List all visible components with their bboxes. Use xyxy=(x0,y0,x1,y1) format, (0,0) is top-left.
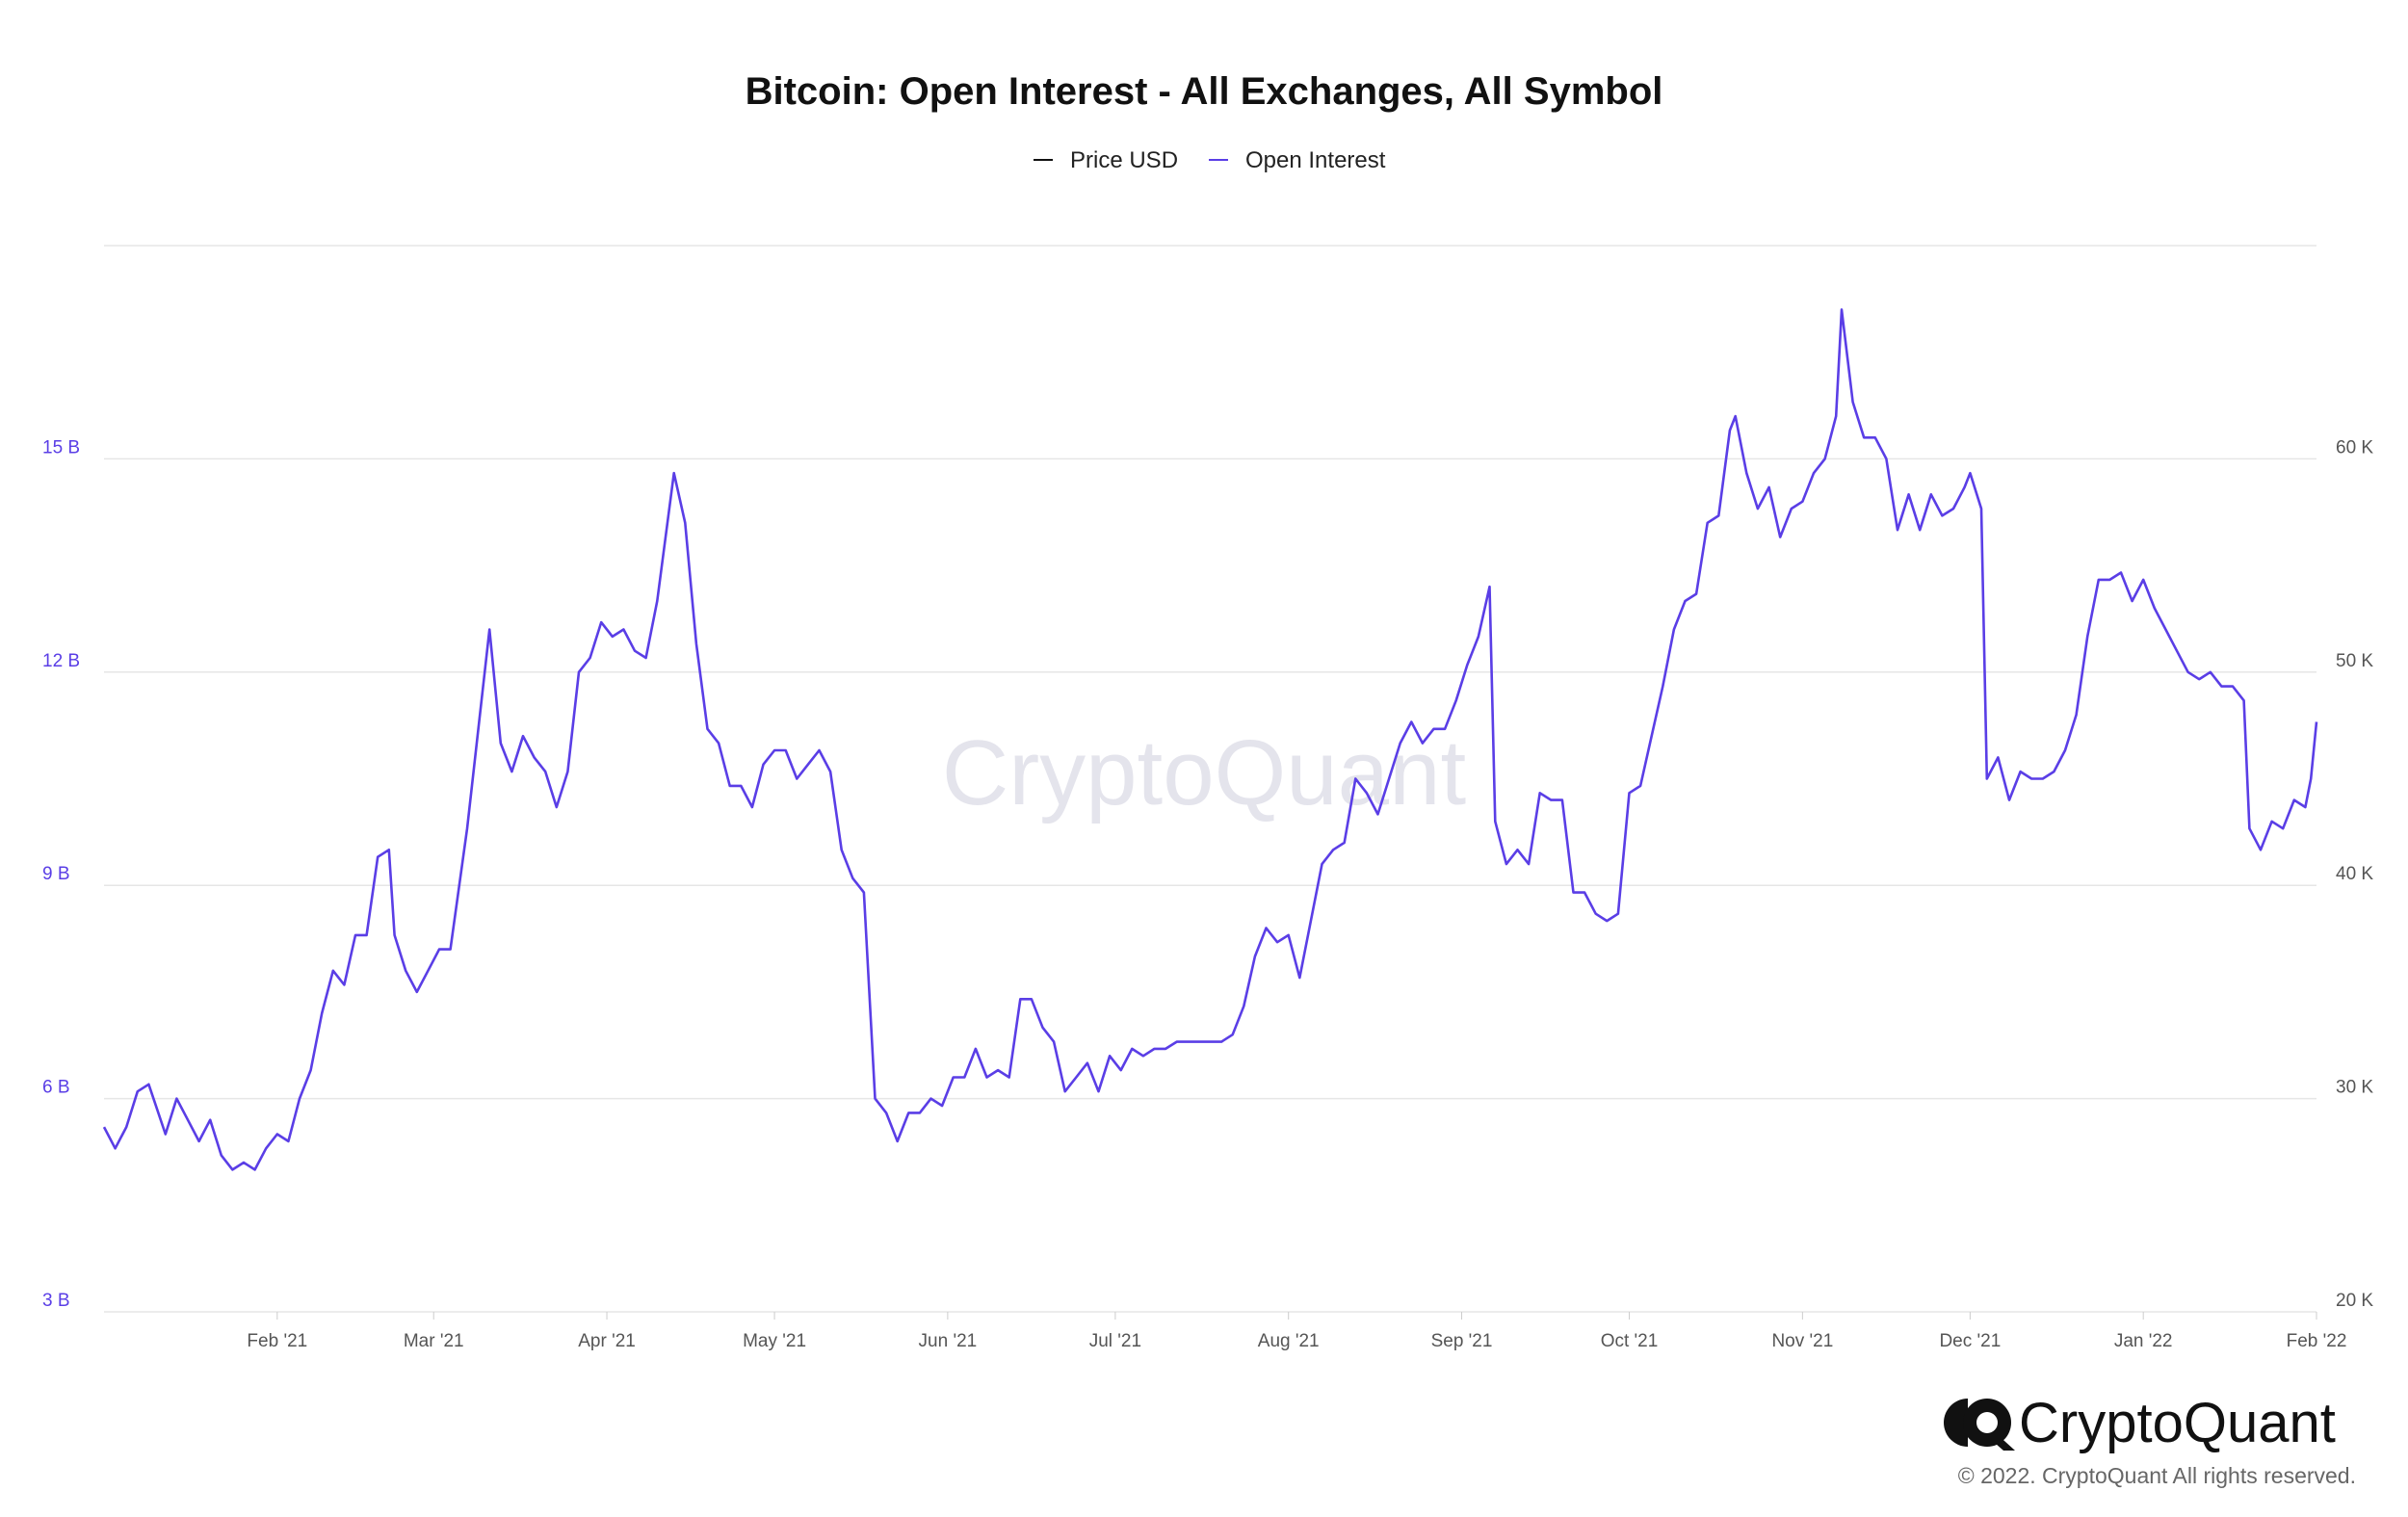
legend-label-price: Price USD xyxy=(1070,147,1178,173)
x-tick-label: Sep '21 xyxy=(1431,1331,1493,1351)
y-right-tick-label: 30 K xyxy=(2336,1078,2373,1098)
y-right-tick-label: 40 K xyxy=(2336,864,2373,884)
cryptoquant-logo-icon xyxy=(1944,1399,2015,1451)
x-tick-label: Oct '21 xyxy=(1601,1331,1659,1351)
left-axis: 3 B 6 B 9 B 12 B 15 B xyxy=(42,437,80,1311)
series-line-open-interest xyxy=(102,308,2318,1171)
x-axis: Feb '21 Mar '21 Apr '21 May '21 Jun '21 Jul '… xyxy=(247,1312,2346,1351)
x-tick-label: May '21 xyxy=(743,1331,806,1351)
legend-label-open-interest: Open Interest xyxy=(1245,147,1386,173)
x-tick-label: Dec '21 xyxy=(1939,1331,2001,1351)
series-group xyxy=(102,308,2318,1171)
copyright: © 2022. CryptoQuant All rights reserved. xyxy=(1958,1463,2356,1488)
x-tick-label: Jul '21 xyxy=(1089,1331,1141,1351)
x-tick-label: Nov '21 xyxy=(1771,1331,1833,1351)
y-left-tick-label: 6 B xyxy=(42,1078,70,1098)
y-right-tick-label: 20 K xyxy=(2336,1291,2373,1311)
legend: Price USD Open Interest xyxy=(1034,147,1386,173)
brand-name: CryptoQuant xyxy=(2019,1392,2336,1454)
x-tick-label: Feb '22 xyxy=(2287,1331,2347,1351)
right-axis: 20 K 30 K 40 K 50 K 60 K xyxy=(2336,437,2373,1311)
y-right-tick-label: 60 K xyxy=(2336,437,2373,458)
brand-logo: CryptoQuant xyxy=(1944,1392,2336,1454)
x-tick-label: Jan '22 xyxy=(2114,1331,2173,1351)
y-left-tick-label: 12 B xyxy=(42,651,80,671)
y-right-tick-label: 50 K xyxy=(2336,651,2373,671)
watermark: CryptoQuant xyxy=(942,721,1466,824)
y-left-tick-label: 3 B xyxy=(42,1291,70,1311)
x-tick-label: Aug '21 xyxy=(1258,1331,1320,1351)
chart-title: Bitcoin: Open Interest - All Exchanges, … xyxy=(746,70,1663,113)
gridlines xyxy=(104,245,2316,1313)
x-tick-label: Apr '21 xyxy=(578,1331,636,1351)
x-tick-label: Mar '21 xyxy=(404,1331,464,1351)
y-left-tick-label: 15 B xyxy=(42,437,80,458)
x-tick-label: Feb '21 xyxy=(247,1331,307,1351)
x-tick-label: Jun '21 xyxy=(919,1331,978,1351)
y-left-tick-label: 9 B xyxy=(42,864,70,884)
